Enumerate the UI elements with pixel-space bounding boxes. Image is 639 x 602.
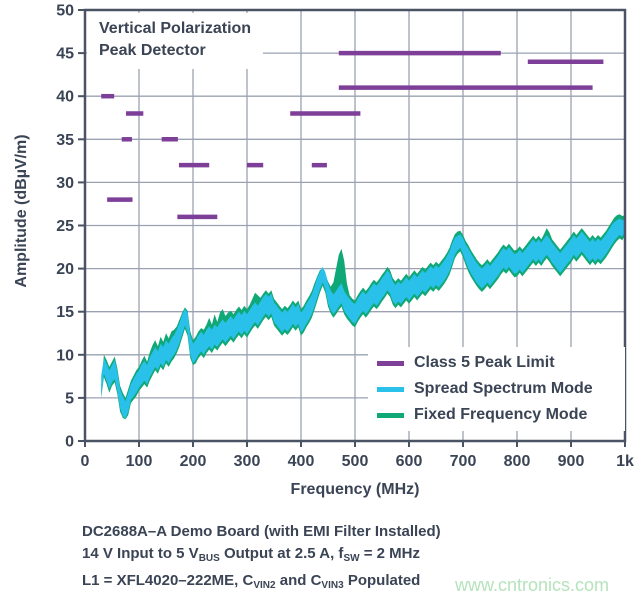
- legend-row-fixed-frequency: Fixed Frequency Mode: [377, 402, 625, 428]
- svg-text:25: 25: [56, 218, 74, 235]
- svg-text:100: 100: [126, 453, 153, 470]
- chart-title-line-2: Peak Detector: [99, 42, 206, 59]
- watermark: www.cntronics.com: [455, 575, 610, 595]
- legend: Class 5 Peak Limit Spread Spectrum Mode …: [368, 347, 625, 431]
- svg-text:30: 30: [56, 175, 74, 192]
- svg-text:1k: 1k: [616, 453, 634, 470]
- svg-text:800: 800: [504, 453, 531, 470]
- svg-text:300: 300: [234, 453, 261, 470]
- svg-text:45: 45: [56, 46, 74, 63]
- svg-text:200: 200: [180, 453, 207, 470]
- caption-line: L1 = XFL4020–222ME, CVIN2 and CVIN3 Popu…: [82, 572, 421, 591]
- legend-label-class5: Class 5 Peak Limit: [414, 354, 555, 371]
- svg-text:20: 20: [56, 261, 74, 278]
- x-axis-title: Frequency (MHz): [290, 481, 420, 498]
- legend-label-spread-spectrum: Spread Spectrum Mode: [414, 380, 593, 397]
- svg-text:0: 0: [65, 434, 74, 451]
- svg-text:5: 5: [65, 390, 74, 407]
- svg-text:400: 400: [288, 453, 315, 470]
- caption-line: 14 V Input to 5 VBUS Output at 2.5 A, fS…: [82, 545, 420, 564]
- caption-line: DC2688A–A Demo Board (with EMI Filter In…: [82, 523, 441, 540]
- svg-text:40: 40: [56, 89, 74, 106]
- svg-text:600: 600: [396, 453, 423, 470]
- legend-swatch: [377, 360, 404, 366]
- svg-text:500: 500: [342, 453, 369, 470]
- svg-text:50: 50: [56, 3, 74, 20]
- chart-title: Vertical Polarization Peak Detector: [87, 13, 264, 69]
- axis-ticks: [78, 9, 626, 447]
- limit-bars: [101, 50, 604, 220]
- trace-spread-spectrum: [101, 218, 625, 419]
- legend-row-spread-spectrum: Spread Spectrum Mode: [377, 376, 625, 402]
- svg-text:35: 35: [56, 132, 74, 149]
- legend-swatch: [377, 412, 404, 418]
- caption: DC2688A–A Demo Board (with EMI Filter In…: [82, 521, 441, 597]
- svg-text:900: 900: [558, 453, 585, 470]
- legend-swatch: [377, 386, 404, 392]
- legend-label-fixed-frequency: Fixed Frequency Mode: [414, 406, 588, 423]
- legend-row-class5: Class 5 Peak Limit: [377, 350, 625, 376]
- y-axis-title: Amplitude (dBµV/m): [13, 134, 30, 288]
- svg-text:10: 10: [56, 347, 74, 364]
- chart-title-line-1: Vertical Polarization: [99, 20, 252, 37]
- svg-text:0: 0: [81, 453, 90, 470]
- svg-text:15: 15: [56, 304, 74, 321]
- svg-text:700: 700: [450, 453, 477, 470]
